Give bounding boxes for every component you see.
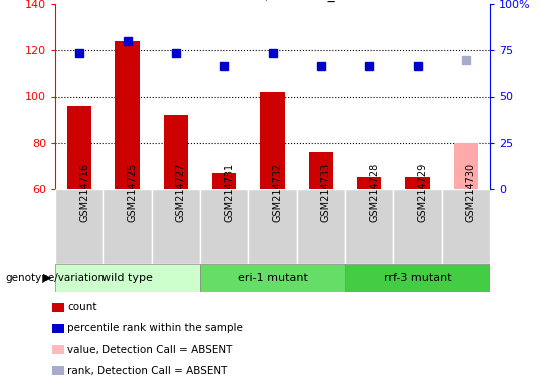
Bar [406,177,430,189]
FancyBboxPatch shape [345,189,393,264]
Bar [164,115,188,189]
Bar [212,173,236,189]
FancyBboxPatch shape [200,189,248,264]
FancyBboxPatch shape [152,189,200,264]
FancyBboxPatch shape [55,189,103,264]
Bar [67,106,91,189]
Text: GSM214733: GSM214733 [321,163,331,222]
Text: eri-1 mutant: eri-1 mutant [238,273,307,283]
Text: GSM214729: GSM214729 [417,163,428,222]
FancyBboxPatch shape [345,264,490,292]
Text: genotype/variation: genotype/variation [5,273,105,283]
Text: ▶: ▶ [43,273,51,283]
FancyBboxPatch shape [55,264,200,292]
Text: GSM214730: GSM214730 [466,163,476,222]
Title: GDS3038 / 173680_at: GDS3038 / 173680_at [196,0,349,2]
Text: GSM214727: GSM214727 [176,163,186,222]
Text: GSM214732: GSM214732 [273,163,282,222]
Text: count: count [67,302,96,312]
FancyBboxPatch shape [442,189,490,264]
Text: percentile rank within the sample: percentile rank within the sample [67,323,243,333]
FancyBboxPatch shape [296,189,345,264]
FancyBboxPatch shape [200,264,345,292]
Bar [357,177,381,189]
Text: GSM214731: GSM214731 [224,163,234,222]
Text: wild type: wild type [102,273,153,283]
Text: GSM214716: GSM214716 [79,163,89,222]
FancyBboxPatch shape [393,189,442,264]
Bar [309,152,333,189]
Text: rrf-3 mutant: rrf-3 mutant [384,273,451,283]
Bar [454,143,478,189]
Bar [260,92,285,189]
Bar [116,41,139,189]
FancyBboxPatch shape [103,189,152,264]
Text: GSM214725: GSM214725 [127,163,138,222]
FancyBboxPatch shape [248,189,296,264]
Text: value, Detection Call = ABSENT: value, Detection Call = ABSENT [67,344,232,354]
Text: rank, Detection Call = ABSENT: rank, Detection Call = ABSENT [67,366,227,376]
Text: GSM214728: GSM214728 [369,163,379,222]
